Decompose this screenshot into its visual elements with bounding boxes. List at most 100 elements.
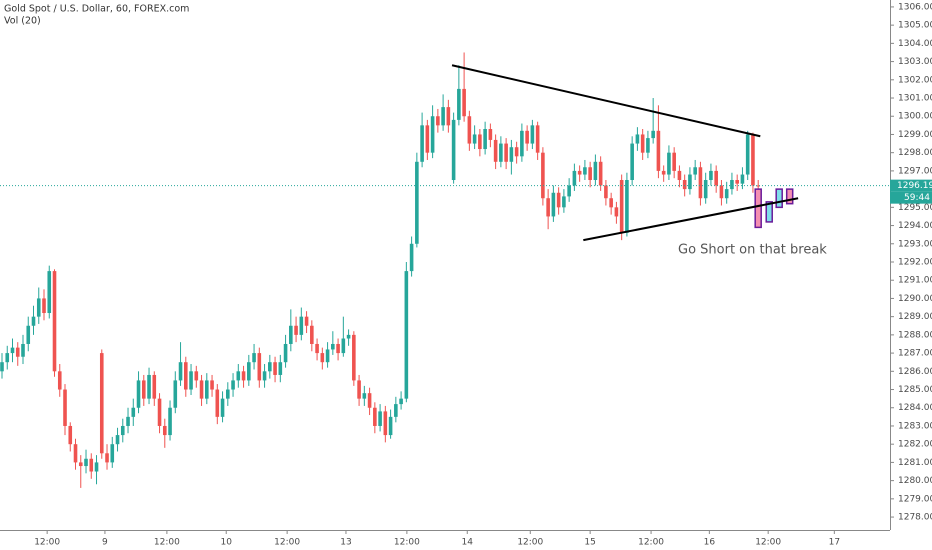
candle <box>21 334 25 365</box>
y-tick-label: 1303.00 <box>898 57 932 67</box>
candle-body <box>640 134 645 153</box>
candle <box>451 112 456 184</box>
candle <box>15 342 20 366</box>
candle-body <box>756 185 760 187</box>
candle <box>289 309 293 352</box>
candle-body <box>493 139 498 162</box>
candle <box>152 371 157 406</box>
candle <box>63 384 67 436</box>
candle-body <box>656 130 661 171</box>
candle-body <box>115 435 120 445</box>
candle <box>304 311 309 334</box>
candle-body <box>598 161 603 186</box>
candle <box>162 418 167 448</box>
candle-body <box>299 316 304 335</box>
candle-body <box>141 380 146 399</box>
candle <box>52 269 57 377</box>
candle <box>283 334 288 368</box>
candle <box>698 161 703 206</box>
candle <box>136 371 141 414</box>
candle <box>556 187 561 215</box>
candle-body <box>672 152 676 171</box>
candle-body <box>94 462 99 472</box>
candle <box>399 391 403 410</box>
candle-body <box>294 325 298 335</box>
candle <box>672 147 676 179</box>
candle-body <box>31 316 36 326</box>
candle <box>640 128 645 160</box>
candle <box>215 384 220 425</box>
candle-body <box>404 271 409 399</box>
x-tick-label: 15 <box>584 538 595 548</box>
candle-body <box>220 398 225 417</box>
candle-body <box>667 152 671 175</box>
x-tick-label: 17 <box>829 538 840 548</box>
candle-body <box>698 167 703 199</box>
candle-body <box>651 130 655 139</box>
candle-body <box>703 180 708 199</box>
candle-body <box>157 398 162 426</box>
candle-body <box>325 349 330 363</box>
candle <box>268 354 272 379</box>
projection-box <box>785 188 794 205</box>
candle-body <box>546 198 550 217</box>
candle-body <box>362 393 367 399</box>
candle <box>36 287 41 324</box>
candle <box>73 438 78 470</box>
candle <box>299 307 304 341</box>
candle-body <box>73 444 78 463</box>
x-tick-label: 12:00 <box>755 538 781 548</box>
candle-body <box>5 353 10 363</box>
candle-body <box>535 125 540 153</box>
candle <box>94 455 99 485</box>
candle <box>514 141 519 164</box>
candle <box>241 365 246 388</box>
candle-body <box>173 380 178 408</box>
candle <box>78 455 83 488</box>
candle-body <box>441 107 445 126</box>
candle-body <box>105 453 109 463</box>
candle-body <box>36 298 41 317</box>
candle-body <box>551 192 556 217</box>
candle <box>147 367 151 405</box>
last-price-box <box>890 179 932 192</box>
candle <box>126 407 130 434</box>
candle <box>157 393 162 434</box>
candle <box>378 404 382 432</box>
candle-body <box>204 380 209 399</box>
candle-body <box>310 325 314 344</box>
candle-body <box>499 143 503 162</box>
candle <box>131 398 136 426</box>
candle-body <box>189 371 193 390</box>
candle-body <box>268 362 272 372</box>
candle-body <box>162 425 167 436</box>
candle-body <box>735 180 739 184</box>
candle-body <box>745 134 750 175</box>
y-tick-label: 1304.00 <box>898 39 932 49</box>
candle-body <box>331 343 335 350</box>
indicator-label: Vol (20) <box>4 16 41 27</box>
candle-body <box>346 334 351 339</box>
candle-body <box>152 374 157 399</box>
last-price-label: 1296.19 <box>897 181 932 191</box>
candle <box>745 130 750 181</box>
y-tick-label: 1279.00 <box>898 494 932 504</box>
candle-body <box>682 180 687 190</box>
candle <box>714 165 718 193</box>
candle-body <box>215 389 220 417</box>
x-tick-label: 9 <box>102 538 108 548</box>
candle <box>252 343 256 370</box>
candle-body <box>719 185 724 199</box>
candle <box>530 119 535 150</box>
y-tick-label: 1302.00 <box>898 75 932 85</box>
candle-body <box>257 353 262 381</box>
candle <box>236 364 241 388</box>
candle-body <box>677 170 682 181</box>
candle <box>493 134 498 170</box>
candle-body <box>509 147 514 162</box>
candle-body <box>373 407 377 426</box>
candle-body <box>120 425 125 436</box>
candle-body <box>730 180 734 190</box>
candle <box>688 167 692 195</box>
